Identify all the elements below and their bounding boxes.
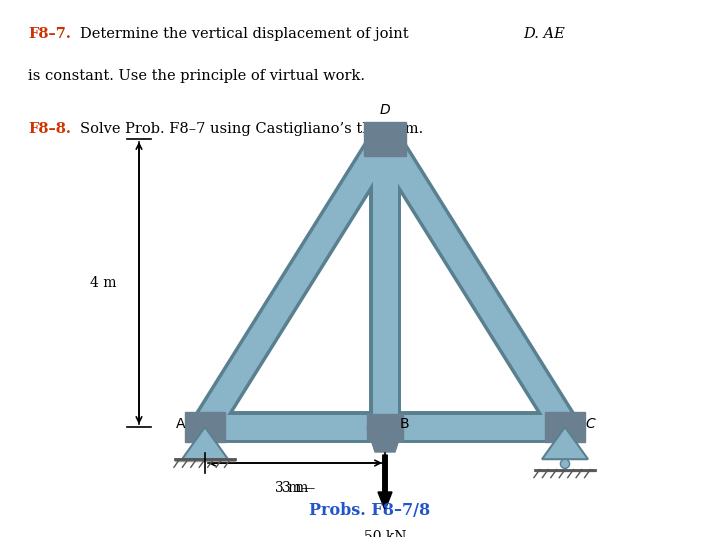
- Bar: [185, 412, 225, 442]
- Polygon shape: [367, 427, 403, 452]
- Text: B: B: [400, 417, 410, 431]
- Text: Solve Prob. F8–7 using Castigliano’s theorem.: Solve Prob. F8–7 using Castigliano’s the…: [80, 122, 423, 136]
- Text: D. AE: D. AE: [523, 27, 564, 41]
- Text: F8–8.: F8–8.: [28, 122, 71, 136]
- Text: F8–7.: F8–7.: [28, 27, 71, 41]
- Polygon shape: [182, 427, 228, 459]
- Text: 50 kN: 50 kN: [364, 530, 406, 537]
- Polygon shape: [542, 427, 588, 459]
- Text: A: A: [176, 417, 185, 431]
- FancyArrow shape: [378, 455, 392, 510]
- Bar: [545, 412, 585, 442]
- Text: D: D: [379, 103, 390, 117]
- Bar: [175, 459, 235, 461]
- Text: C: C: [585, 417, 595, 431]
- Bar: [535, 469, 595, 471]
- Text: 4 m: 4 m: [91, 276, 117, 290]
- Text: Probs. F8–7/8: Probs. F8–7/8: [310, 502, 431, 519]
- Circle shape: [560, 459, 570, 468]
- Text: 3 m: 3 m: [282, 481, 308, 495]
- Text: Determine the vertical displacement of joint: Determine the vertical displacement of j…: [80, 27, 413, 41]
- Bar: [367, 414, 403, 440]
- Text: 3 m—: 3 m—: [275, 481, 315, 495]
- Bar: [364, 122, 406, 156]
- Text: is constant. Use the principle of virtual work.: is constant. Use the principle of virtua…: [28, 69, 365, 83]
